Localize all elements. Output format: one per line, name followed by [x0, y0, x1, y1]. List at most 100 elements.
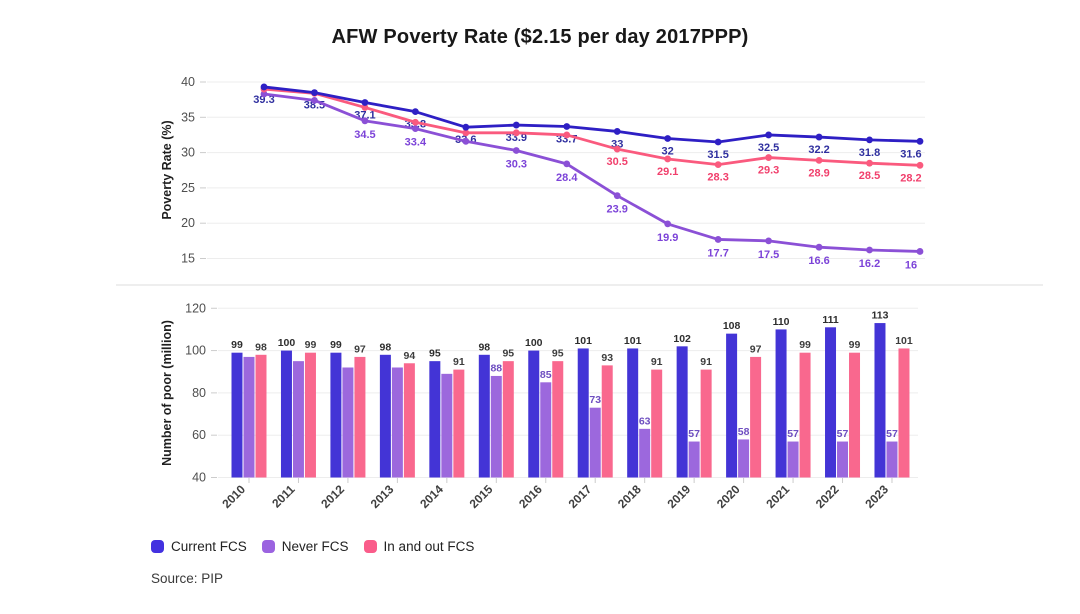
bar-current-fcs-2012[interactable] [330, 352, 342, 478]
data-point-never-fcs[interactable] [411, 125, 419, 132]
bar-current-fcs-2019[interactable] [676, 346, 688, 478]
bar-in-and-out-fcs-2022[interactable] [849, 352, 861, 478]
bar-never-fcs-2022[interactable] [837, 441, 849, 478]
bar-never-fcs-2013[interactable] [391, 367, 403, 478]
data-point-current-fcs[interactable] [361, 99, 369, 106]
data-point-never-fcs[interactable] [714, 236, 722, 243]
data-point-current-fcs[interactable] [462, 123, 470, 131]
data-point-current-fcs[interactable] [815, 133, 823, 141]
y-tick-label: 80 [192, 386, 206, 400]
bar-never-fcs-2016[interactable] [540, 382, 552, 478]
bar-never-fcs-2012[interactable] [342, 367, 354, 478]
data-point-in-and-out-fcs[interactable] [462, 129, 470, 137]
data-point-current-fcs[interactable] [866, 136, 873, 144]
bar-current-fcs-2017[interactable] [577, 348, 589, 478]
data-label-current-fcs: 32 [662, 145, 674, 157]
data-point-in-and-out-fcs[interactable] [563, 131, 571, 139]
bar-current-fcs-2020[interactable] [726, 333, 738, 478]
data-point-in-and-out-fcs[interactable] [815, 156, 823, 164]
bar-current-fcs-2021[interactable] [775, 329, 787, 478]
data-point-current-fcs[interactable] [512, 121, 520, 129]
data-point-never-fcs[interactable] [512, 147, 520, 154]
bar-current-fcs-2016[interactable] [528, 350, 540, 478]
bar-in-and-out-fcs-2020[interactable] [750, 356, 762, 478]
bar-in-and-out-fcs-2023[interactable] [898, 348, 910, 478]
data-point-current-fcs[interactable] [411, 108, 419, 116]
bar-current-fcs-2018[interactable] [627, 348, 639, 478]
legend-item-current-fcs[interactable]: Current FCS [151, 539, 247, 554]
data-point-in-and-out-fcs[interactable] [866, 159, 873, 167]
y-tick-label: 40 [192, 471, 206, 485]
bar-never-fcs-2018[interactable] [639, 428, 651, 478]
x-tick-label: 2014 [417, 482, 446, 511]
data-point-never-fcs[interactable] [916, 248, 924, 255]
line-series-current-fcs [262, 85, 922, 144]
data-point-in-and-out-fcs[interactable] [411, 118, 419, 126]
bar-in-and-out-fcs-2019[interactable] [700, 369, 712, 478]
bar-label-in-and-out-fcs: 97 [750, 343, 762, 355]
data-point-never-fcs[interactable] [361, 117, 369, 125]
data-point-current-fcs[interactable] [613, 128, 621, 135]
data-label-never-fcs: 30.3 [506, 158, 527, 170]
bar-current-fcs-2022[interactable] [825, 327, 837, 478]
y-tick-label: 20 [181, 216, 195, 230]
data-point-in-and-out-fcs[interactable] [664, 155, 672, 163]
bar-current-fcs-2014[interactable] [429, 361, 441, 478]
bar-current-fcs-2010[interactable] [231, 352, 243, 478]
bar-current-fcs-2015[interactable] [478, 354, 490, 478]
data-point-in-and-out-fcs[interactable] [613, 145, 621, 153]
data-label-never-fcs: 33.4 [405, 137, 427, 149]
bar-never-fcs-2019[interactable] [688, 441, 700, 478]
data-point-never-fcs[interactable] [563, 160, 571, 168]
bar-current-fcs-2013[interactable] [379, 354, 391, 478]
data-point-never-fcs[interactable] [815, 243, 823, 251]
bar-in-and-out-fcs-2013[interactable] [403, 363, 415, 478]
data-label-never-fcs: 23.9 [607, 204, 628, 216]
data-point-never-fcs[interactable] [311, 96, 318, 104]
bar-in-and-out-fcs-2010[interactable] [255, 354, 267, 478]
bar-in-and-out-fcs-2021[interactable] [799, 352, 811, 478]
bar-never-fcs-2011[interactable] [292, 361, 304, 478]
data-point-current-fcs[interactable] [916, 137, 924, 145]
data-point-never-fcs[interactable] [260, 90, 268, 98]
data-point-in-and-out-fcs[interactable] [714, 161, 722, 169]
bar-never-fcs-2015[interactable] [490, 375, 502, 478]
data-point-current-fcs[interactable] [260, 83, 268, 91]
legend-item-in-and-out-fcs[interactable]: In and out FCS [363, 539, 474, 554]
bar-in-and-out-fcs-2018[interactable] [651, 369, 663, 478]
bar-in-and-out-fcs-2014[interactable] [453, 369, 465, 478]
data-label-never-fcs: 17.7 [707, 247, 728, 259]
bar-never-fcs-2010[interactable] [243, 356, 255, 478]
data-point-current-fcs[interactable] [563, 123, 571, 130]
data-point-current-fcs[interactable] [664, 135, 672, 142]
data-label-in-and-out-fcs: 28.2 [900, 172, 921, 184]
data-point-in-and-out-fcs[interactable] [512, 129, 520, 137]
data-point-in-and-out-fcs[interactable] [916, 161, 924, 169]
bar-never-fcs-2017[interactable] [589, 407, 601, 478]
bar-in-and-out-fcs-2016[interactable] [552, 361, 564, 478]
bar-in-and-out-fcs-2012[interactable] [354, 356, 366, 478]
bar-in-and-out-fcs-2017[interactable] [601, 365, 613, 478]
bar-current-fcs-2023[interactable] [874, 323, 886, 478]
data-point-never-fcs[interactable] [765, 237, 772, 245]
bar-never-fcs-2014[interactable] [441, 373, 453, 478]
bar-in-and-out-fcs-2015[interactable] [502, 361, 514, 478]
bar-label-never-fcs: 57 [886, 428, 898, 440]
data-point-current-fcs[interactable] [714, 138, 722, 146]
bar-label-never-fcs: 57 [837, 428, 849, 440]
legend-item-never-fcs[interactable]: Never FCS [261, 539, 349, 554]
data-point-in-and-out-fcs[interactable] [361, 104, 369, 111]
data-point-never-fcs[interactable] [613, 192, 621, 200]
data-point-in-and-out-fcs[interactable] [765, 154, 772, 161]
data-point-never-fcs[interactable] [866, 246, 873, 254]
bar-never-fcs-2023[interactable] [886, 441, 898, 478]
data-point-never-fcs[interactable] [462, 137, 470, 145]
bar-never-fcs-2020[interactable] [738, 439, 750, 478]
data-point-current-fcs[interactable] [311, 89, 318, 96]
data-point-current-fcs[interactable] [765, 131, 772, 139]
bar-never-fcs-2021[interactable] [787, 441, 799, 478]
bar-current-fcs-2011[interactable] [280, 350, 292, 478]
data-point-never-fcs[interactable] [664, 220, 672, 228]
bar-in-and-out-fcs-2011[interactable] [304, 352, 316, 478]
